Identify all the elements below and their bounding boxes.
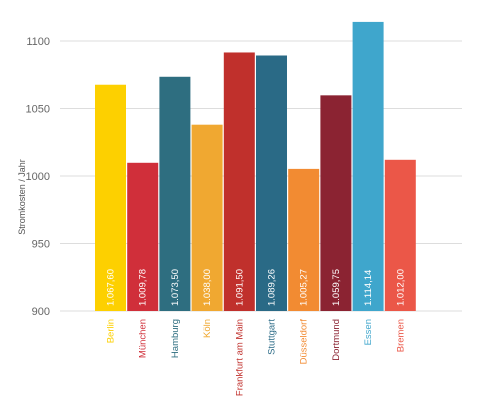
category-label: Stuttgart xyxy=(267,319,278,355)
bar-value-label: 1.091,50 xyxy=(234,269,245,306)
bar xyxy=(320,95,352,312)
y-tick-labels: 900 950 1000 1050 1100 xyxy=(26,36,50,318)
y-tick-label: 1100 xyxy=(26,36,50,48)
bar xyxy=(159,76,191,312)
bar-value-label: 1.073,50 xyxy=(170,269,181,306)
category-label: München xyxy=(138,319,149,358)
bar-value-label: 1.067,60 xyxy=(106,269,117,306)
y-tick-label: 1000 xyxy=(26,171,50,183)
bar-value-label: 1.059,75 xyxy=(331,269,342,306)
category-labels: Berlin München Hamburg Köln Frankfurt am Mai… xyxy=(106,319,407,396)
y-tick-label: 950 xyxy=(32,239,50,251)
bars xyxy=(95,21,416,312)
bar xyxy=(384,159,416,311)
bar xyxy=(256,55,287,312)
bar-value-label: 1.114,14 xyxy=(363,270,374,306)
bar xyxy=(95,84,126,312)
bar xyxy=(223,52,255,311)
category-label: Frankfurt am Main xyxy=(234,319,245,396)
bar-value-label: 1.012,00 xyxy=(395,269,406,306)
category-label: Düsseldorf xyxy=(299,319,310,365)
bar-value-labels: 1.067,60 1.009,78 1.073,50 1.038,00 1.091,50… xyxy=(106,269,407,306)
y-axis-label: Stromkosten / Jahr xyxy=(17,159,27,235)
category-label: Berlin xyxy=(106,319,117,343)
category-label: Essen xyxy=(363,319,374,345)
bar xyxy=(288,168,320,311)
bar xyxy=(127,162,159,311)
y-tick-label: 1050 xyxy=(26,104,50,116)
bar xyxy=(191,124,223,311)
category-label: Bremen xyxy=(395,319,406,352)
y-tick-label: 900 xyxy=(32,306,50,318)
bar-value-label: 1.038,00 xyxy=(202,269,213,306)
category-label: Köln xyxy=(202,319,213,338)
bar-value-label: 1.009,78 xyxy=(138,269,149,306)
bar-value-label: 1.089,26 xyxy=(267,269,278,306)
category-label: Hamburg xyxy=(170,319,181,358)
bar-value-label: 1.005,27 xyxy=(299,269,310,306)
bar xyxy=(352,21,384,311)
category-label: Dortmund xyxy=(331,319,342,361)
